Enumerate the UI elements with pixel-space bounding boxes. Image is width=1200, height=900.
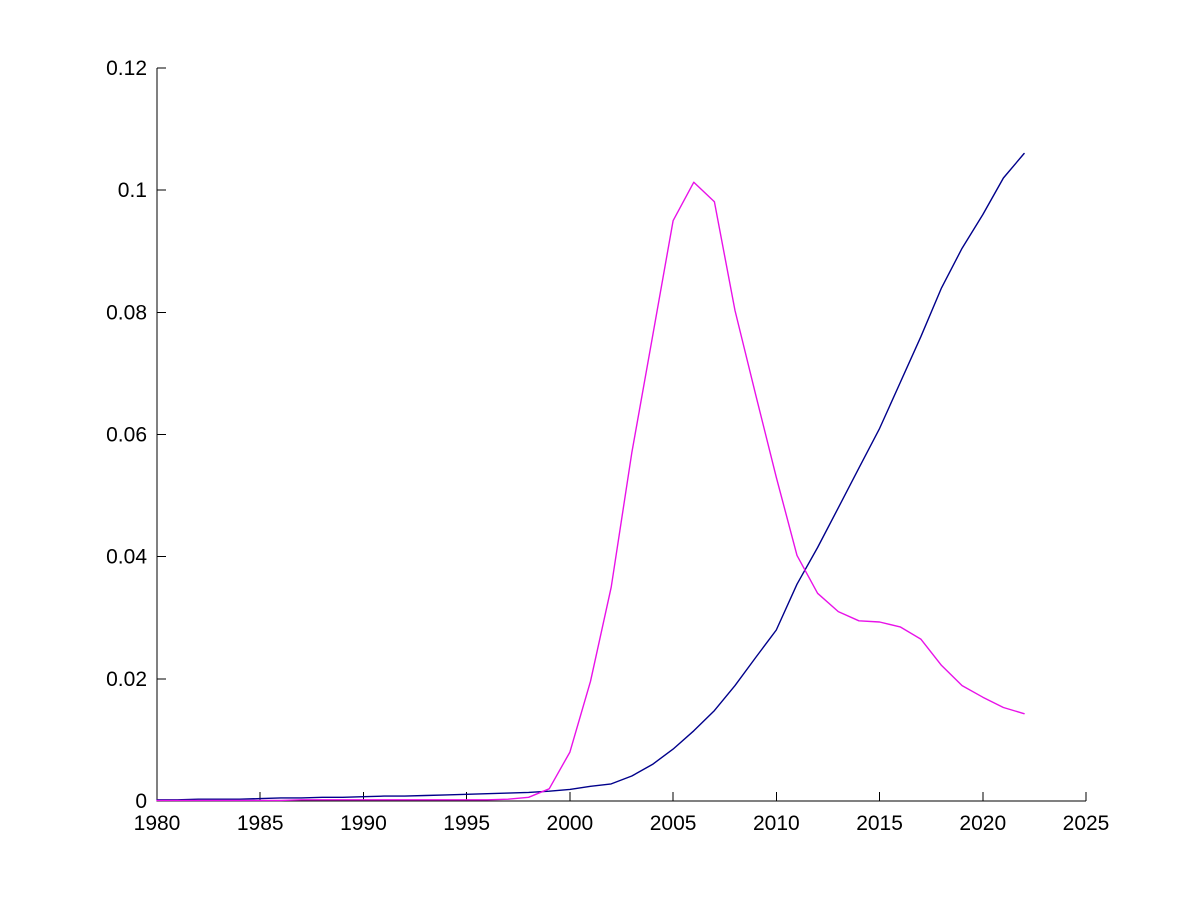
x-tick-label: 1985 (237, 812, 284, 835)
x-tick-label: 2005 (650, 812, 697, 835)
data-line-peaked-magenta-line (156, 181, 1025, 802)
x-tick-label: 2010 (753, 812, 800, 835)
x-tick-label: 1995 (443, 812, 490, 835)
y-tick-label: 0.08 (106, 301, 147, 324)
x-tick-label: 2015 (856, 812, 903, 835)
axes-frame (156, 68, 1086, 802)
y-tick-label: 0.06 (106, 424, 147, 447)
x-tick-label: 2025 (1063, 812, 1110, 835)
y-tick-label: 0.1 (118, 179, 147, 202)
x-tick-label: 2020 (959, 812, 1006, 835)
x-tick-label: 1980 (134, 812, 181, 835)
y-tick-label: 0 (135, 790, 147, 813)
x-tick-label: 2000 (547, 812, 594, 835)
y-tick-label: 0.02 (106, 668, 147, 691)
x-tick-label: 1990 (340, 812, 387, 835)
y-tick-label: 0.12 (106, 57, 147, 80)
data-line-rising-dark-blue-line (156, 152, 1025, 801)
y-tick-label: 0.04 (106, 546, 147, 569)
